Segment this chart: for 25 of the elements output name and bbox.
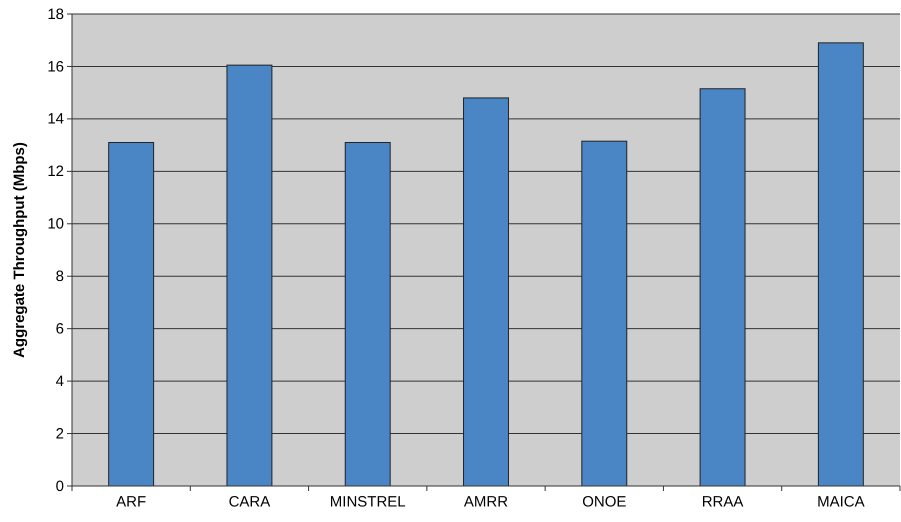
bar: [108, 142, 154, 486]
y-tick-label: 0: [56, 478, 64, 495]
x-tick-label: CARA: [228, 494, 270, 511]
y-tick-label: 2: [56, 425, 64, 442]
y-tick-label: 8: [56, 268, 64, 286]
bar: [463, 97, 509, 486]
y-tick-label: 4: [56, 372, 64, 390]
x-tick-label: ARF: [116, 494, 146, 511]
x-tick-label: MAICA: [817, 494, 865, 511]
x-tick-label: ONOE: [582, 494, 626, 511]
y-tick-label: 14: [47, 110, 64, 128]
bar: [818, 42, 864, 486]
bar: [700, 88, 746, 486]
y-axis-title: Aggregate Throughput (Mbps): [11, 142, 28, 358]
y-tick-label: 12: [47, 163, 64, 180]
y-tick-label: 6: [56, 320, 64, 338]
bar: [344, 142, 391, 486]
x-tick-label: AMRR: [464, 494, 508, 511]
bar: [226, 64, 272, 486]
y-tick-label: 16: [47, 58, 64, 76]
x-tick-label: RRAA: [702, 494, 744, 511]
x-tick-label: MINSTREL: [330, 494, 406, 511]
y-tick-label: 10: [47, 216, 64, 233]
bar: [581, 140, 628, 486]
y-tick-label: 18: [47, 6, 64, 23]
